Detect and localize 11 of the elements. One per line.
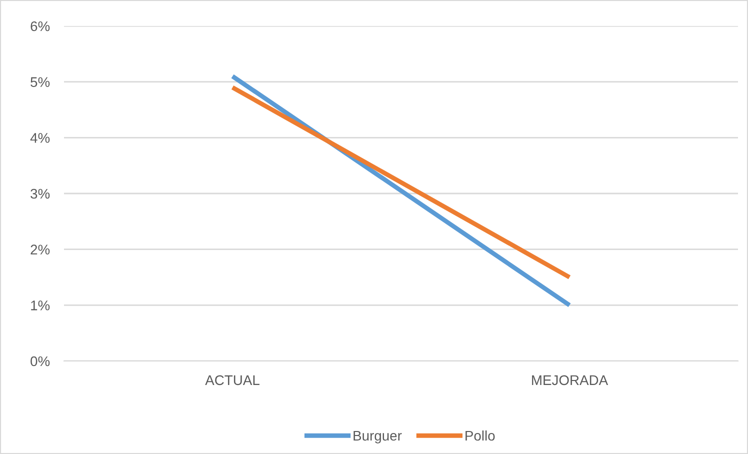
y-tick-label: 3%	[30, 188, 50, 199]
y-tick-label: 1%	[31, 300, 50, 310]
y-tick-label: 6%	[30, 21, 50, 32]
legend-label: Burguer	[354, 430, 402, 444]
y-tick-label: 4%	[30, 133, 50, 143]
y-tick-label: 5%	[30, 77, 50, 88]
x-tick-label: ACTUAL	[205, 375, 260, 386]
x-tick-label: MEJORADA	[532, 375, 608, 386]
legend-label: Pollo	[466, 430, 495, 441]
y-tick-label: 0%	[30, 356, 50, 366]
y-tick-label: 2%	[30, 244, 50, 254]
